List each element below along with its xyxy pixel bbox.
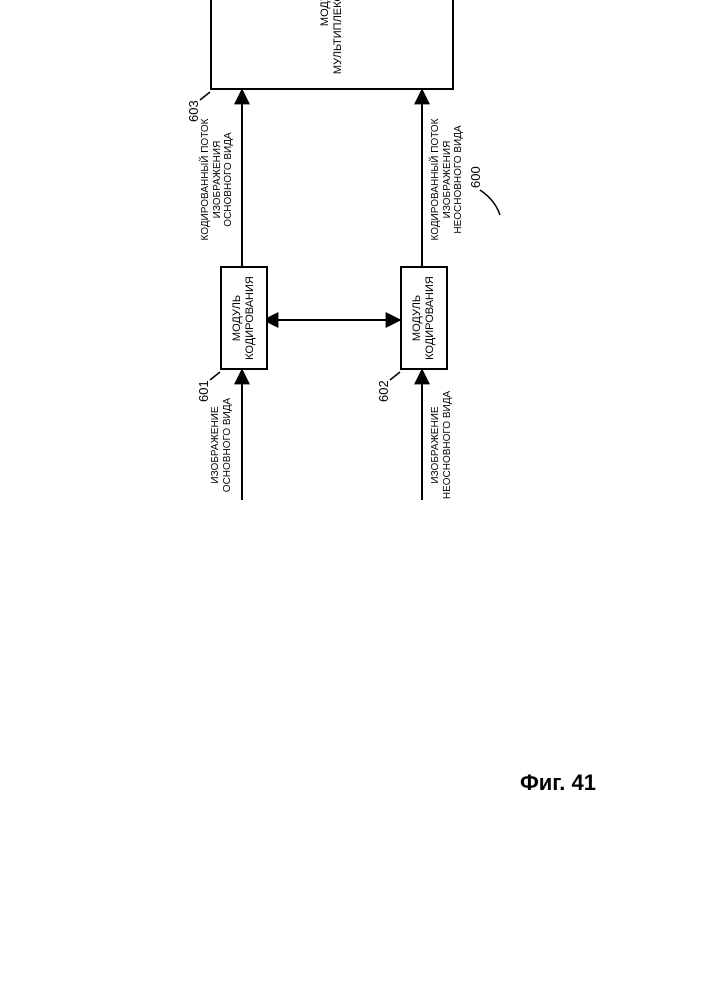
- multiplexer-label: МОДУЛЬМУЛЬТИПЛЕКСИРОВАНИЯ: [319, 0, 344, 74]
- encoder-2-label: МОДУЛЬКОДИРОВАНИЯ: [411, 276, 436, 360]
- flowchart: МОДУЛЬКОДИРОВАНИЯ МОДУЛЬКОДИРОВАНИЯ МОДУ…: [150, 0, 550, 520]
- ref-enc1: 601: [196, 380, 211, 402]
- encoder-1-label: МОДУЛЬКОДИРОВАНИЯ: [231, 276, 256, 360]
- figure-caption: Фиг. 41: [520, 770, 596, 796]
- encoder-2: МОДУЛЬКОДИРОВАНИЯ: [400, 266, 448, 370]
- label-mid1: КОДИРОВАННЫЙ ПОТОКИЗОБРАЖЕНИЯОСНОВНОГО В…: [200, 97, 235, 262]
- ref-system: 600: [468, 166, 483, 188]
- multiplexer: МОДУЛЬМУЛЬТИПЛЕКСИРОВАНИЯ: [210, 0, 454, 90]
- encoder-1: МОДУЛЬКОДИРОВАНИЯ: [220, 266, 268, 370]
- ref-enc2: 602: [376, 380, 391, 402]
- label-mid2: КОДИРОВАННЫЙ ПОТОКИЗОБРАЖЕНИЯНЕОСНОВНОГО…: [430, 97, 465, 262]
- label-in1: ИЗОБРАЖЕНИЕОСНОВНОГО ВИДА: [210, 380, 233, 510]
- diagram-container: МОДУЛЬКОДИРОВАНИЯ МОДУЛЬКОДИРОВАНИЯ МОДУ…: [150, 0, 550, 520]
- label-in2: ИЗОБРАЖЕНИЕНЕОСНОВНОГО ВИДА: [430, 380, 453, 510]
- ref-mux: 603: [186, 100, 201, 122]
